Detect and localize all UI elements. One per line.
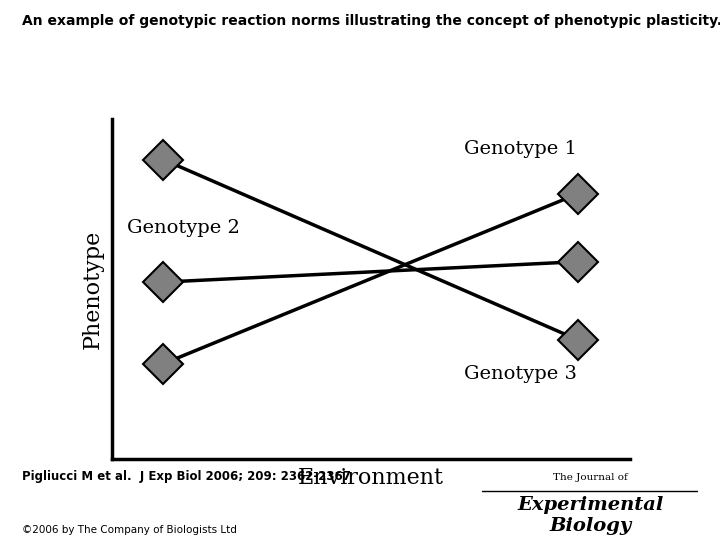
Text: Experimental: Experimental (517, 496, 664, 514)
X-axis label: Environment: Environment (298, 467, 444, 489)
Text: The Journal of: The Journal of (553, 472, 628, 482)
Text: An example of genotypic reaction norms illustrating the concept of phenotypic pl: An example of genotypic reaction norms i… (22, 14, 720, 28)
Text: Genotype 1: Genotype 1 (464, 140, 577, 158)
Y-axis label: Phenotype: Phenotype (81, 230, 103, 348)
Text: Pigliucci M et al.  J Exp Biol 2006; 209: 2362-2367: Pigliucci M et al. J Exp Biol 2006; 209:… (22, 470, 351, 483)
Text: Genotype 3: Genotype 3 (464, 365, 577, 383)
Text: Genotype 2: Genotype 2 (127, 219, 240, 237)
Text: ©2006 by The Company of Biologists Ltd: ©2006 by The Company of Biologists Ltd (22, 524, 236, 535)
Text: Biology: Biology (549, 517, 631, 535)
